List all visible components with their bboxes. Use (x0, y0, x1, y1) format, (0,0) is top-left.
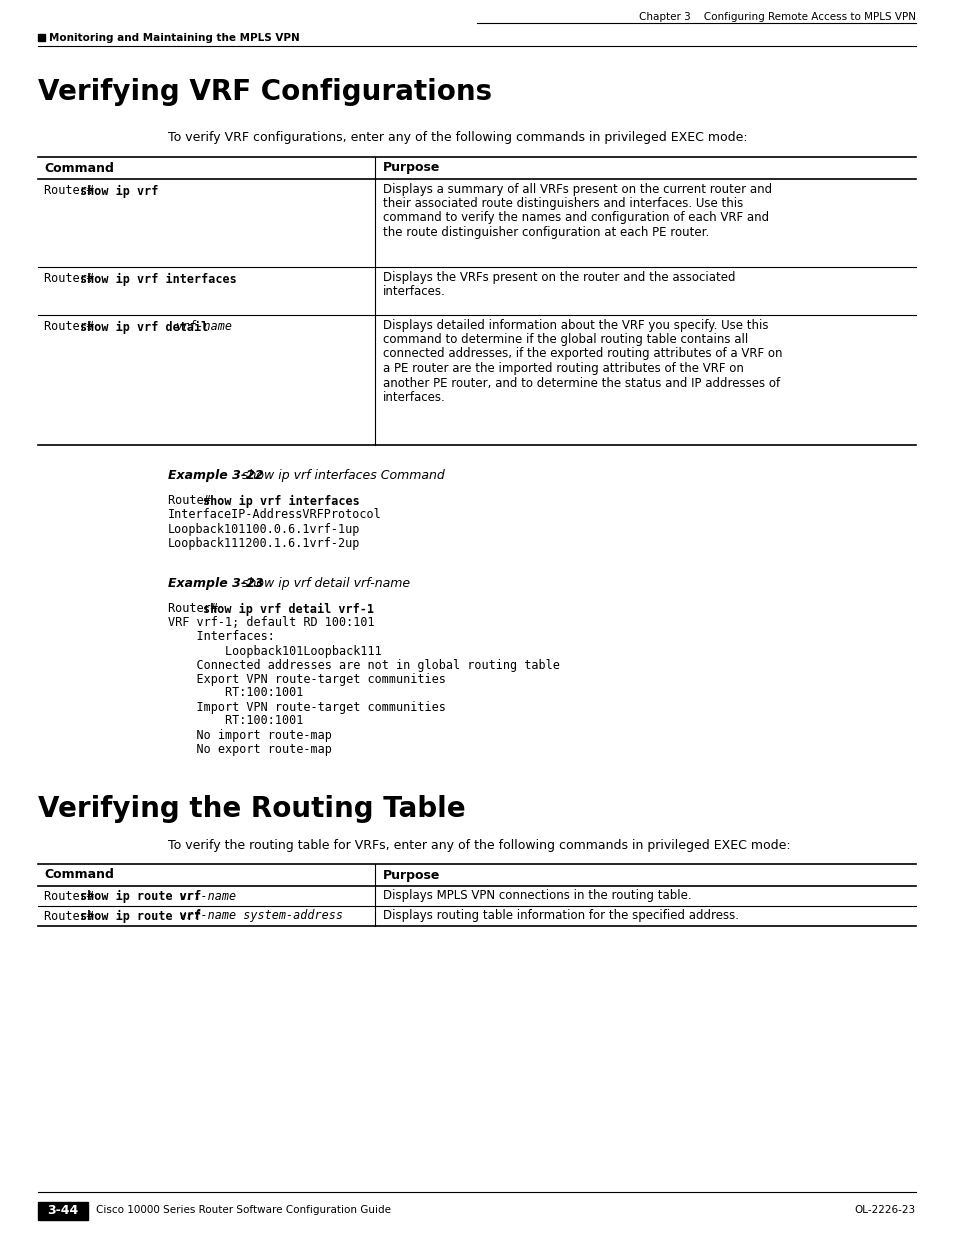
Text: Displays routing table information for the specified address.: Displays routing table information for t… (382, 909, 739, 923)
Text: Router#: Router# (44, 909, 101, 923)
Text: show ip route vrf: show ip route vrf (80, 889, 201, 903)
Text: 3-44: 3-44 (48, 1203, 78, 1216)
Text: Verifying the Routing Table: Verifying the Routing Table (38, 795, 465, 823)
Text: OL-2226-23: OL-2226-23 (854, 1205, 915, 1215)
Text: show ip vrf interfaces Command: show ip vrf interfaces Command (230, 469, 444, 483)
Text: Router#: Router# (44, 321, 101, 333)
Text: No import route-map: No import route-map (168, 729, 332, 741)
Text: vrf-name system-address: vrf-name system-address (172, 909, 343, 923)
Text: Connected addresses are not in global routing table: Connected addresses are not in global ro… (168, 658, 559, 672)
Bar (38, 1202, 88, 1220)
Text: Displays a summary of all VRFs present on the current router and: Displays a summary of all VRFs present o… (382, 183, 771, 195)
Text: Displays MPLS VPN connections in the routing table.: Displays MPLS VPN connections in the rou… (382, 889, 691, 903)
Text: Interfaces:: Interfaces: (168, 631, 274, 643)
Text: Verifying VRF Configurations: Verifying VRF Configurations (38, 78, 492, 106)
Text: Command: Command (44, 162, 113, 174)
Text: their associated route distinguishers and interfaces. Use this: their associated route distinguishers an… (382, 198, 742, 210)
Text: Loopback101100.0.6.1vrf-1up: Loopback101100.0.6.1vrf-1up (168, 522, 360, 536)
Text: Displays the VRFs present on the router and the associated: Displays the VRFs present on the router … (382, 270, 735, 284)
Text: Cisco 10000 Series Router Software Configuration Guide: Cisco 10000 Series Router Software Confi… (96, 1205, 391, 1215)
Text: Loopback101Loopback111: Loopback101Loopback111 (168, 645, 381, 657)
Text: a PE router are the imported routing attributes of the VRF on: a PE router are the imported routing att… (382, 362, 743, 375)
Text: interfaces.: interfaces. (382, 391, 445, 404)
Text: Purpose: Purpose (382, 868, 440, 882)
Text: Loopback111200.1.6.1vrf-2up: Loopback111200.1.6.1vrf-2up (168, 536, 360, 550)
Text: show ip vrf detail: show ip vrf detail (80, 320, 215, 333)
Text: show ip vrf interfaces: show ip vrf interfaces (80, 273, 236, 285)
Text: another PE router, and to determine the status and IP addresses of: another PE router, and to determine the … (382, 377, 780, 389)
Text: the route distinguisher configuration at each PE router.: the route distinguisher configuration at… (382, 226, 708, 240)
Text: vrf-name: vrf-name (172, 889, 236, 903)
Text: Router#: Router# (44, 184, 101, 198)
Text: Import VPN route-target communities: Import VPN route-target communities (168, 700, 445, 714)
Text: connected addresses, if the exported routing attributes of a VRF on: connected addresses, if the exported rou… (382, 347, 781, 361)
Text: Purpose: Purpose (382, 162, 440, 174)
Text: show ip route vrf: show ip route vrf (80, 909, 201, 923)
Text: Example 3-23: Example 3-23 (168, 578, 263, 590)
Text: No export route-map: No export route-map (168, 742, 332, 756)
Text: Router#: Router# (44, 889, 101, 903)
Text: Command: Command (44, 868, 113, 882)
Text: Displays detailed information about the VRF you specify. Use this: Displays detailed information about the … (382, 319, 768, 331)
Text: RT:100:1001: RT:100:1001 (168, 715, 303, 727)
Text: show ip vrf detail vrf-1: show ip vrf detail vrf-1 (203, 603, 374, 615)
Text: Router#: Router# (168, 603, 225, 615)
Text: To verify the routing table for VRFs, enter any of the following commands in pri: To verify the routing table for VRFs, en… (168, 840, 790, 852)
Bar (38, 35, 45, 41)
Text: command to determine if the global routing table contains all: command to determine if the global routi… (382, 333, 747, 346)
Text: InterfaceIP-AddressVRFProtocol: InterfaceIP-AddressVRFProtocol (168, 509, 381, 521)
Text: show ip vrf: show ip vrf (80, 184, 158, 198)
Text: Example 3-22: Example 3-22 (168, 469, 263, 483)
Text: Export VPN route-target communities: Export VPN route-target communities (168, 673, 445, 685)
Text: RT:100:1001: RT:100:1001 (168, 687, 303, 699)
Text: show ip vrf detail vrf-name: show ip vrf detail vrf-name (230, 578, 410, 590)
Text: Monitoring and Maintaining the MPLS VPN: Monitoring and Maintaining the MPLS VPN (49, 33, 299, 43)
Text: interfaces.: interfaces. (382, 285, 445, 298)
Text: vrf-name: vrf-name (175, 321, 233, 333)
Text: Route#: Route# (168, 494, 217, 508)
Text: To verify VRF configurations, enter any of the following commands in privileged : To verify VRF configurations, enter any … (168, 131, 747, 143)
Text: show ip vrf interfaces: show ip vrf interfaces (203, 494, 359, 508)
Text: Chapter 3    Configuring Remote Access to MPLS VPN: Chapter 3 Configuring Remote Access to M… (639, 12, 915, 22)
Text: command to verify the names and configuration of each VRF and: command to verify the names and configur… (382, 211, 768, 225)
Text: VRF vrf-1; default RD 100:101: VRF vrf-1; default RD 100:101 (168, 616, 375, 630)
Text: Router#: Router# (44, 273, 101, 285)
